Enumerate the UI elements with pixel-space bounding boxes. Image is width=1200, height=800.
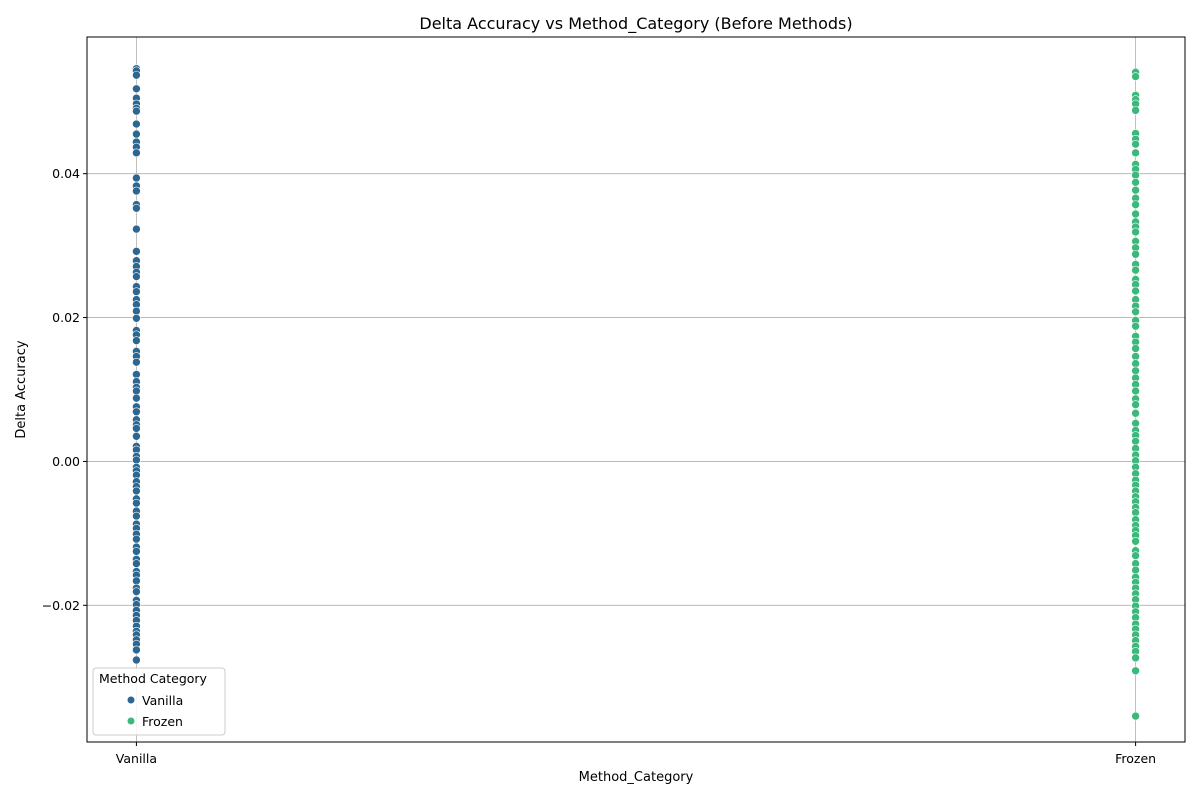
axis-ticks: −0.02 0.00 0.02 0.04 Vanilla Frozen <box>42 166 1156 766</box>
data-point-frozen <box>1131 400 1140 409</box>
legend-box <box>92 667 226 736</box>
data-point-frozen <box>1131 209 1140 219</box>
data-point-frozen <box>1131 536 1140 546</box>
data-point-frozen <box>1131 249 1140 259</box>
data-point-frozen <box>1131 227 1140 237</box>
data-point-frozen <box>1131 419 1140 428</box>
data-point-frozen <box>1131 386 1140 396</box>
legend: Method Category Vanilla Frozen <box>92 667 226 736</box>
data-point-frozen <box>1131 436 1140 446</box>
data-point-vanilla <box>132 587 141 596</box>
data-point-vanilla <box>132 357 141 367</box>
data-point-frozen <box>1131 106 1140 115</box>
data-point-vanilla <box>132 313 141 323</box>
data-point-vanilla <box>132 559 141 568</box>
data-point-vanilla <box>132 431 141 441</box>
data-point-vanilla <box>132 498 141 508</box>
x-tick-label: Frozen <box>1115 751 1156 766</box>
x-axis-label: Method_Category <box>579 770 694 785</box>
data-point-vanilla <box>132 336 141 345</box>
legend-label-vanilla: Vanilla <box>142 693 183 708</box>
data-point-frozen <box>1131 321 1140 331</box>
data-point-vanilla <box>132 148 141 158</box>
data-point-vanilla <box>132 534 141 544</box>
data-point-vanilla <box>132 424 141 433</box>
data-point-vanilla <box>132 386 141 396</box>
y-axis-label: Delta Accuracy <box>14 340 29 438</box>
data-point-vanilla <box>132 173 141 183</box>
data-point-frozen <box>1131 711 1140 721</box>
y-tick-label: 0.02 <box>52 310 80 325</box>
data-point-vanilla <box>132 84 141 94</box>
data-point-frozen <box>1131 653 1140 663</box>
data-point-frozen <box>1131 366 1140 376</box>
data-point-vanilla <box>132 547 141 556</box>
data-point-vanilla <box>132 455 141 465</box>
data-point-frozen <box>1131 265 1140 275</box>
legend-label-frozen: Frozen <box>142 714 183 729</box>
data-point-frozen <box>1131 307 1140 317</box>
data-point-vanilla <box>132 186 141 196</box>
data-point-frozen <box>1131 286 1140 296</box>
data-points <box>132 64 1140 721</box>
data-point-frozen <box>1131 352 1140 361</box>
y-tick-label: −0.02 <box>42 598 80 613</box>
data-point-frozen <box>1131 408 1140 418</box>
chart-title: Delta Accuracy vs Method_Category (Befor… <box>419 14 852 34</box>
data-point-vanilla <box>132 224 141 234</box>
data-point-vanilla <box>132 407 141 417</box>
legend-marker-frozen <box>127 717 135 725</box>
data-point-frozen <box>1131 666 1140 676</box>
data-point-vanilla <box>132 370 141 379</box>
y-tick-label: 0.00 <box>52 454 80 469</box>
x-tick-label: Vanilla <box>116 751 157 766</box>
data-point-frozen <box>1131 200 1140 209</box>
data-point-vanilla <box>132 119 141 129</box>
data-point-vanilla <box>132 129 141 139</box>
data-point-vanilla <box>132 287 141 296</box>
data-point-vanilla <box>132 511 141 521</box>
data-point-vanilla <box>132 106 141 116</box>
legend-marker-vanilla <box>127 696 135 704</box>
grid-lines <box>87 37 1185 742</box>
data-point-frozen <box>1131 139 1140 149</box>
data-point-vanilla <box>132 576 141 586</box>
data-point-vanilla <box>132 203 141 213</box>
data-point-frozen <box>1131 170 1140 180</box>
data-point-vanilla <box>132 393 141 403</box>
data-point-vanilla <box>132 486 141 496</box>
data-point-frozen <box>1131 551 1140 560</box>
data-point-frozen <box>1131 565 1140 575</box>
data-point-vanilla <box>132 70 141 80</box>
y-tick-label: 0.04 <box>52 166 80 181</box>
data-point-frozen <box>1131 508 1140 517</box>
data-point-vanilla <box>132 272 141 281</box>
data-point-vanilla <box>132 247 141 256</box>
plot-frame <box>86 36 1186 743</box>
data-point-vanilla <box>132 645 141 655</box>
data-point-frozen <box>1131 344 1140 353</box>
data-point-frozen <box>1131 185 1140 195</box>
data-point-frozen <box>1131 359 1140 368</box>
legend-title: Method Category <box>99 671 208 686</box>
data-point-frozen <box>1131 178 1140 187</box>
data-point-frozen <box>1131 148 1140 158</box>
data-point-vanilla <box>132 306 141 316</box>
data-point-vanilla <box>132 655 141 665</box>
data-point-frozen <box>1131 72 1140 81</box>
